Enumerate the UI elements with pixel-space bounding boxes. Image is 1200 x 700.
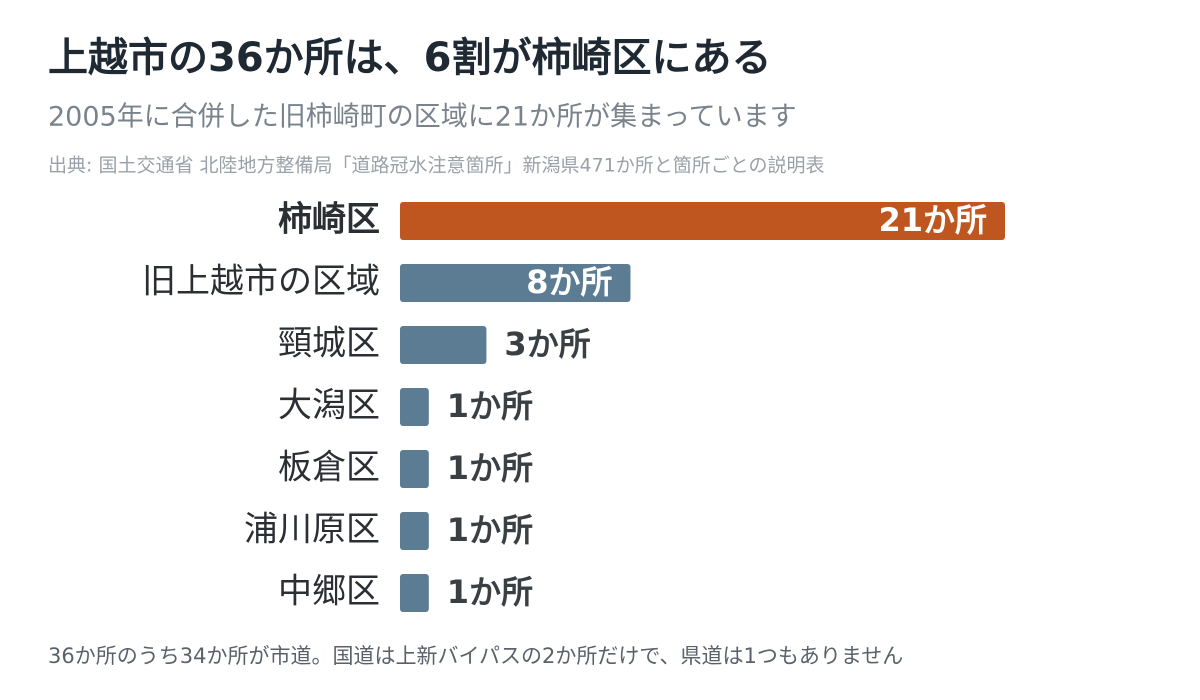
category-label: 浦川原区 <box>244 510 380 550</box>
bar <box>400 326 487 364</box>
value-label: 1か所 <box>447 387 533 425</box>
bar <box>400 512 429 550</box>
chart-subtitle: 2005年に合併した旧柿崎町の区域に21か所が集まっています <box>48 102 797 133</box>
source: 出典: 国土交通省 北陸地方整備局「道路冠水注意箇所」新潟県471か所と箇所ごと… <box>48 155 825 177</box>
category-label: 頸城区 <box>278 324 380 364</box>
value-label: 3か所 <box>504 325 590 363</box>
bar <box>400 574 429 612</box>
bar <box>400 388 429 426</box>
category-label: 柿崎区 <box>278 200 380 240</box>
bar <box>400 202 1005 240</box>
value-label: 21か所 <box>878 201 987 239</box>
value-label: 1か所 <box>447 573 533 611</box>
category-label: 中郷区 <box>278 572 380 612</box>
category-label: 旧上越市の区域 <box>142 262 380 302</box>
value-label: 8か所 <box>526 263 612 301</box>
note: 36か所のうち34か所が市道。国道は上新バイパスの2か所だけで、県道は1つもあり… <box>48 644 903 668</box>
bar <box>400 264 631 302</box>
category-label: 大潟区 <box>278 386 380 426</box>
bar <box>400 450 429 488</box>
category-label: 板倉区 <box>278 448 380 488</box>
chart-title: 上越市の36か所は、6割が柿崎区にある <box>48 35 772 81</box>
value-label: 1か所 <box>447 511 533 549</box>
value-label: 1か所 <box>447 449 533 487</box>
